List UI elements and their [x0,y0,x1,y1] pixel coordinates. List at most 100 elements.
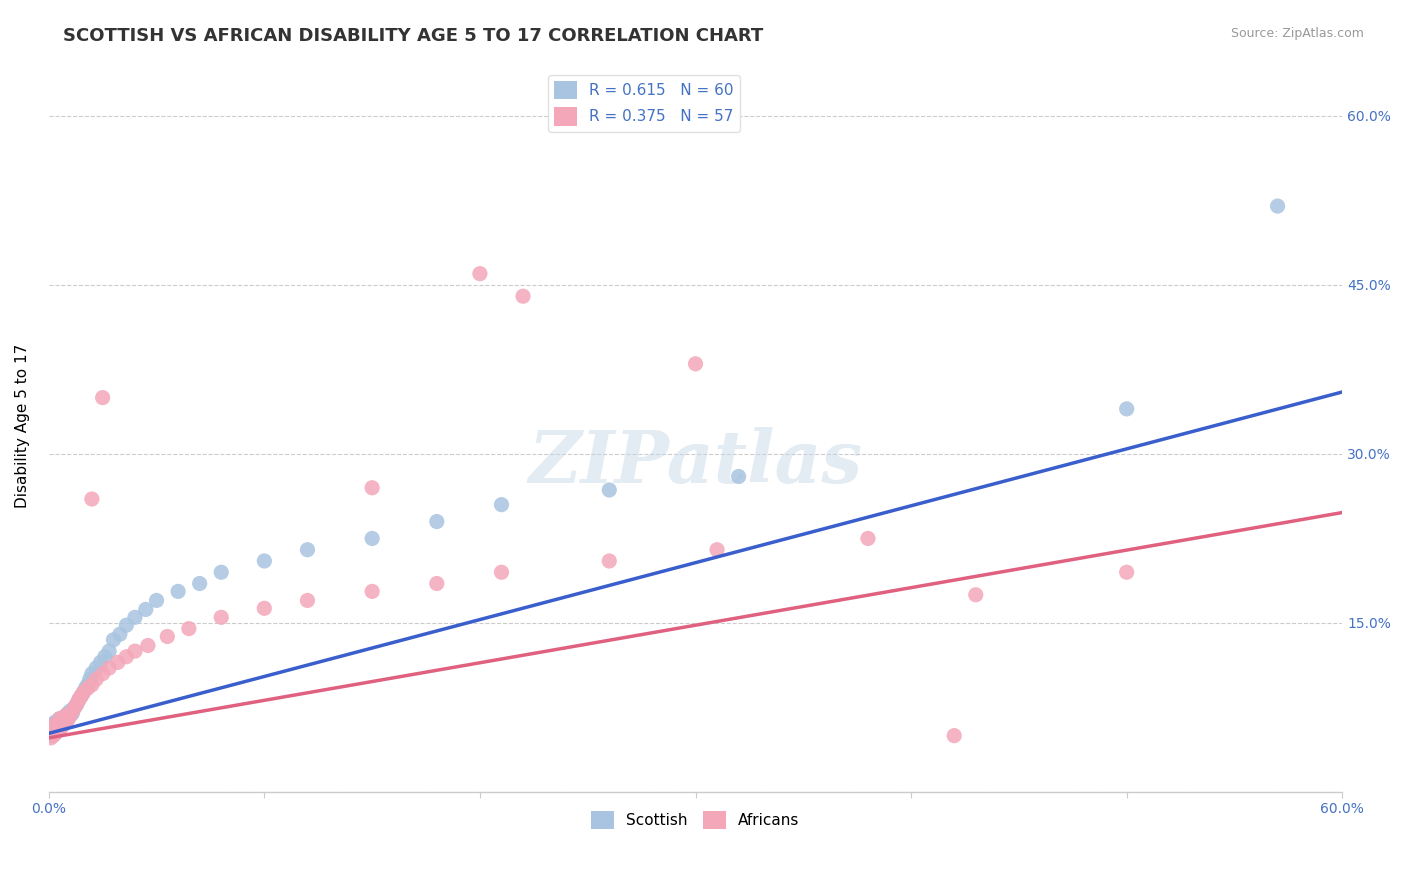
Point [1115,401,1137,416]
Point [52,717,75,731]
Point [685,357,707,371]
Point [46,724,69,739]
Point [72,686,94,700]
Point [145,593,167,607]
Point [56,712,79,726]
Point [44,722,66,736]
Text: SCOTTISH VS AFRICAN DISABILITY AGE 5 TO 17 CORRELATION CHART: SCOTTISH VS AFRICAN DISABILITY AGE 5 TO … [63,27,763,45]
Point [39,720,62,734]
Point [48,712,70,726]
Point [135,602,157,616]
Point [209,610,232,624]
Point [84,673,107,687]
Point [48,717,70,731]
Point [42,722,65,736]
Point [80,678,103,692]
Point [70,689,93,703]
Point [167,584,190,599]
Point [426,515,449,529]
Point [89,656,111,670]
Point [62,704,84,718]
Point [55,708,77,723]
Point [51,720,73,734]
Point [42,720,65,734]
Point [103,632,125,647]
Point [76,678,98,692]
Point [59,708,82,723]
Point [44,715,66,730]
Point [42,725,65,739]
Point [80,491,103,506]
Point [59,708,82,723]
Point [56,712,79,726]
Point [52,712,75,726]
Point [98,644,121,658]
Point [491,566,513,580]
Point [48,722,70,736]
Point [44,717,66,731]
Point [107,656,129,670]
Point [75,681,97,696]
Point [1267,199,1289,213]
Y-axis label: Disability Age 5 to 17: Disability Age 5 to 17 [15,343,30,508]
Point [52,712,75,726]
Point [63,700,86,714]
Point [48,723,70,737]
Point [943,729,966,743]
Point [253,554,276,568]
Text: ZIPatlas: ZIPatlas [529,427,862,498]
Point [188,576,211,591]
Point [67,692,90,706]
Point [55,715,77,730]
Point [91,666,114,681]
Point [62,706,84,720]
Point [39,726,62,740]
Point [51,715,73,730]
Point [42,729,65,743]
Point [52,717,75,731]
Point [115,649,138,664]
Legend: Scottish, Africans: Scottish, Africans [585,805,806,836]
Point [706,542,728,557]
Point [209,566,232,580]
Point [598,483,620,497]
Point [297,593,319,607]
Point [46,720,69,734]
Point [1115,566,1137,580]
Point [56,706,79,720]
Point [46,720,69,734]
Point [84,661,107,675]
Point [51,715,73,730]
Point [39,726,62,740]
Point [361,481,384,495]
Text: Source: ZipAtlas.com: Source: ZipAtlas.com [1230,27,1364,40]
Point [55,715,77,730]
Point [44,726,66,740]
Point [76,681,98,696]
Point [79,673,101,687]
Point [98,661,121,675]
Point [39,729,62,743]
Point [70,689,93,703]
Point [297,542,319,557]
Point [55,708,77,723]
Point [51,720,73,734]
Point [42,717,65,731]
Point [177,622,200,636]
Point [124,644,146,658]
Point [253,601,276,615]
Point [598,554,620,568]
Point [361,584,384,599]
Point [136,639,159,653]
Point [156,630,179,644]
Point [361,532,384,546]
Point [39,723,62,737]
Point [856,532,879,546]
Point [63,700,86,714]
Point [48,712,70,726]
Point [512,289,534,303]
Point [39,731,62,745]
Point [108,627,131,641]
Point [965,588,987,602]
Point [46,723,69,737]
